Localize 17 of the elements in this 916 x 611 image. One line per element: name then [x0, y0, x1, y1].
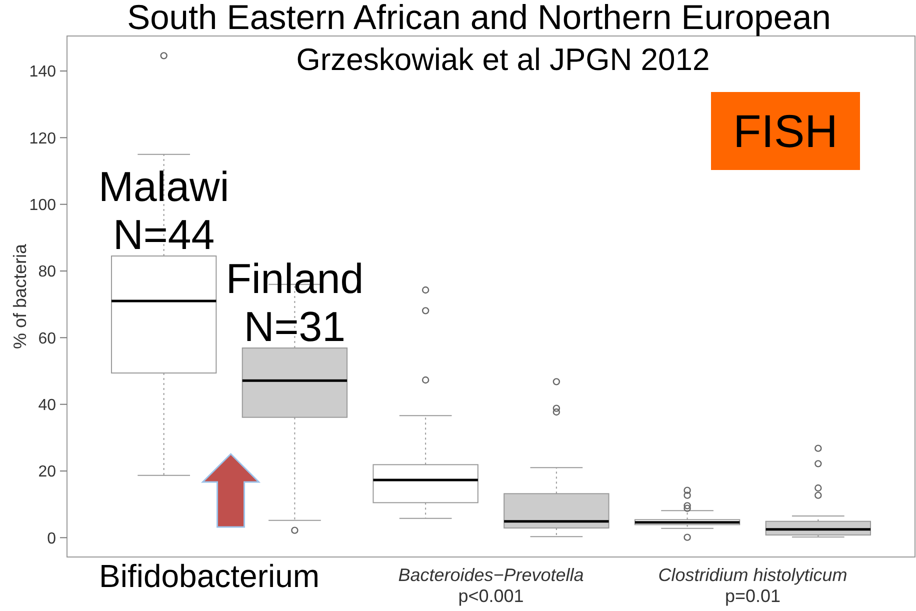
- series-label: Finland N=31: [226, 255, 364, 350]
- y-tick-label: 20: [38, 464, 56, 481]
- y-tick-label: 120: [29, 130, 56, 148]
- x-tick-label: Bacteroides−Prevotella p<0.001: [398, 565, 584, 606]
- chart-subtitle: Grzeskowiak et al JPGN 2012: [296, 42, 710, 77]
- chart-title: South Eastern African and Northern European: [127, 0, 831, 37]
- x-tick-label: Bifidobacterium: [99, 558, 320, 594]
- y-tick-label: 100: [29, 196, 56, 214]
- y-tick-label: 0: [47, 530, 56, 548]
- y-tick-label: 40: [38, 396, 56, 414]
- y-tick-label: 80: [38, 264, 56, 281]
- series-label: Malawi N=44: [98, 163, 230, 258]
- x-tick-label: Clostridium histolyticum p=0.01: [658, 565, 848, 606]
- annotation: FISH: [733, 105, 838, 158]
- y-tick-label: 140: [29, 64, 56, 81]
- y-axis-title: % of bacteria: [10, 242, 30, 350]
- y-tick-label: 60: [38, 330, 56, 348]
